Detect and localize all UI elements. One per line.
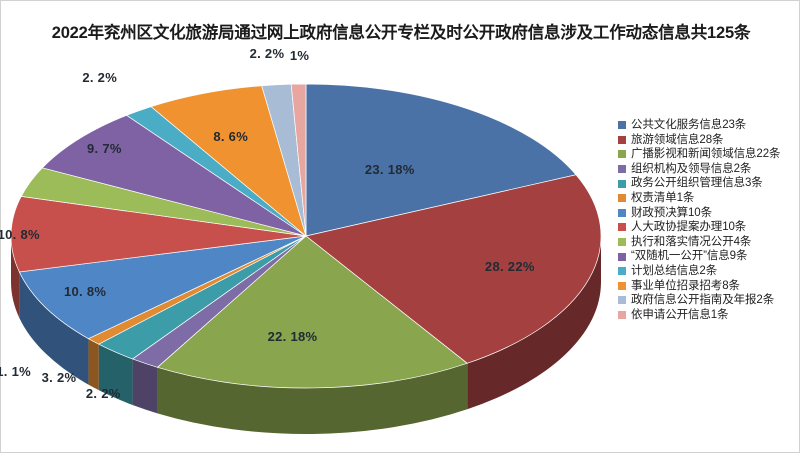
pie-top-layer <box>10 83 602 389</box>
legend-item-label: 事业单位招录招考8条 <box>631 279 740 292</box>
pie-slice[interactable] <box>10 195 307 273</box>
pie-slice[interactable] <box>290 83 307 237</box>
legend-color-swatch <box>618 135 626 144</box>
chart-legend: 公共文化服务信息23条 旅游领域信息28条广播影视和新闻领域信息22条 组织机构及领… <box>618 118 800 322</box>
legend-color-swatch <box>618 121 626 130</box>
chart-title: 2022年兖州区文化旅游局通过网上政府信息公开专栏及时公开政府信息涉及工作动态信… <box>51 24 751 42</box>
legend-item[interactable]: 旅游领域信息28条 <box>618 133 800 148</box>
legend-item-label: “双随机一公开”信息9条 <box>631 250 748 263</box>
pie-data-label: 23. 18% <box>364 162 415 178</box>
legend-color-swatch <box>618 238 626 247</box>
legend-item[interactable]: 执行和落实情况公开4条 <box>618 235 800 250</box>
pie-data-label: 2. 2% <box>85 385 121 401</box>
pie-slice-side <box>157 363 468 434</box>
pie-data-label: 1% <box>289 48 310 64</box>
legend-item[interactable]: 公共文化服务信息23条 <box>618 118 800 133</box>
legend-item[interactable]: 人大政协提案办理10条 <box>618 220 800 235</box>
pie-slice-side <box>132 358 158 414</box>
legend-item-label: 公共文化服务信息23条 <box>631 119 747 131</box>
pie-depth-layer <box>11 236 601 434</box>
pie-data-label: 9. 7% <box>87 141 122 157</box>
legend-color-swatch <box>618 208 626 217</box>
legend-color-swatch <box>618 194 626 203</box>
legend-item-label: 旅游领域信息28条 <box>631 133 724 146</box>
legend-item[interactable]: 组织机构及领导信息2条 <box>618 162 800 177</box>
legend-color-swatch <box>618 311 626 320</box>
legend-item-label: 政府信息公开指南及年报2条 <box>631 294 775 307</box>
pie-chart-plot: 23. 18% 28. 22% 22. 18% 2. 2% 3. 2% 1. 1% 10. … <box>0 41 613 441</box>
pie-slice-side <box>88 338 99 391</box>
pie-data-label: 8. 6% <box>213 128 249 144</box>
legend-item-label: 财政预决算10条 <box>631 206 712 219</box>
pie-data-label: 28. 22% <box>484 258 535 274</box>
legend-color-swatch <box>618 165 626 174</box>
legend-item-label: 执行和落实情况公开4条 <box>631 235 752 248</box>
pie-data-label: 2. 2% <box>82 69 118 85</box>
legend-item[interactable]: 财政预决算10条 <box>618 206 800 221</box>
pie-slice[interactable] <box>305 174 602 364</box>
legend-item-label: 人大政协提案办理10条 <box>631 221 747 234</box>
pie-slice-side <box>19 271 89 385</box>
legend-item[interactable]: 权责清单1条 <box>618 191 800 206</box>
legend-item-label: 依申请公开信息1条 <box>631 308 729 321</box>
pie-slice[interactable] <box>305 83 577 237</box>
legend-color-swatch <box>618 150 626 159</box>
pie-data-label: 2. 2% <box>249 46 285 62</box>
legend-item[interactable]: 计划总结信息2条 <box>618 264 800 279</box>
pie-data-label: 10. 8% <box>63 284 107 300</box>
legend-item[interactable]: “双随机一公开”信息9条 <box>618 249 800 264</box>
legend-color-swatch <box>618 281 626 290</box>
legend-item[interactable]: 政务公开组织管理信息3条 <box>618 176 800 191</box>
legend-item[interactable]: 依申请公开信息1条 <box>618 308 800 323</box>
legend-item[interactable]: 广播影视和新闻领域信息22条 <box>618 147 800 162</box>
legend-item[interactable]: 政府信息公开指南及年报2条 <box>618 293 800 308</box>
legend-item-label: 计划总结信息2条 <box>631 264 718 277</box>
pie-data-label: 22. 18% <box>267 328 318 344</box>
legend-item-label: 权责清单1条 <box>631 191 695 204</box>
legend-color-swatch <box>618 296 626 305</box>
legend-color-swatch <box>618 267 626 276</box>
legend-item-label: 组织机构及领导信息2条 <box>631 162 752 175</box>
pie-slice-side <box>98 344 133 405</box>
pie-data-label: 10. 8% <box>0 226 40 242</box>
pie-slice[interactable] <box>156 235 468 389</box>
pie-data-label: 1. 1% <box>0 363 32 379</box>
pie-slice[interactable] <box>150 85 307 238</box>
pie-slice[interactable] <box>41 114 307 237</box>
pie-slice[interactable] <box>18 235 307 340</box>
legend-color-swatch <box>618 252 626 261</box>
legend-item-label: 广播影视和新闻领域信息22条 <box>631 148 781 161</box>
legend-color-swatch <box>618 223 626 232</box>
pie-chart-svg <box>10 83 602 434</box>
legend-color-swatch <box>618 179 626 188</box>
pie-slice-side <box>467 236 601 410</box>
legend-item-label: 政务公开组织管理信息3条 <box>631 177 763 190</box>
pie-slice-side <box>11 236 20 318</box>
pie-data-label: 3. 2% <box>41 369 77 385</box>
legend-item[interactable]: 事业单位招录招考8条 <box>618 279 800 294</box>
